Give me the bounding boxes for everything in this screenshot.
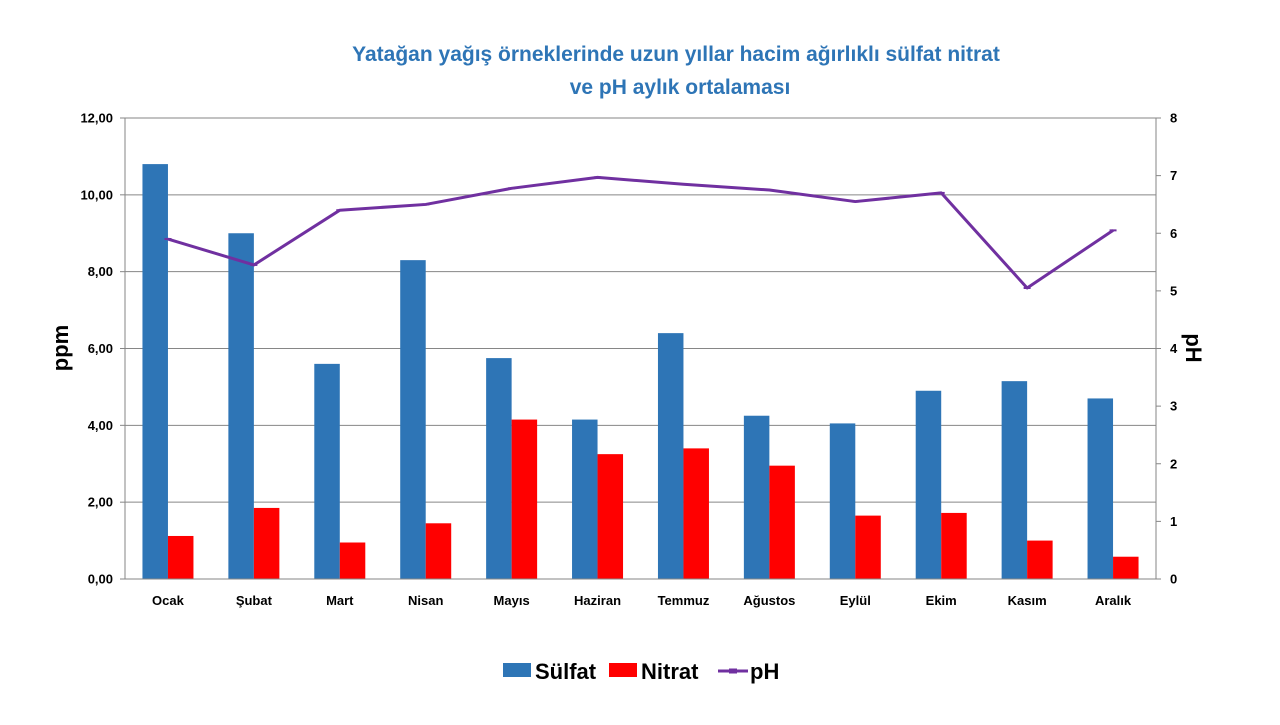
y-tick-label: 0,00 (88, 572, 113, 587)
chart-title-line1: Yatağan yağış örneklerinde uzun yıllar h… (352, 43, 1000, 66)
y2-tick-label: 2 (1170, 456, 1177, 471)
y-tick-label: 6,00 (88, 341, 113, 356)
y2-tick-label: 8 (1170, 111, 1177, 126)
x-tick-label: Ağustos (743, 593, 795, 608)
bar-s-lfat (142, 164, 168, 579)
bar-nitrat (511, 419, 538, 579)
x-tick-label: Mart (326, 593, 354, 608)
bar-s-lfat (400, 260, 426, 579)
y-axis-title: ppm (48, 325, 73, 371)
y2-axis-title: pH (1181, 333, 1206, 362)
x-tick-label: Temmuz (658, 593, 710, 608)
legend-label: pH (750, 659, 779, 684)
bar-nitrat (769, 465, 795, 579)
bar-s-lfat (572, 419, 598, 579)
legend: Sülfat Nitrat pH (503, 659, 779, 684)
x-tick-label: Ekim (926, 593, 957, 608)
x-tick-label: Eylül (840, 593, 871, 608)
bar-nitrat (425, 523, 452, 579)
y2-tick-label: 3 (1170, 399, 1177, 414)
chart-title-line2: ve pH aylık ortalaması (570, 76, 791, 99)
legend-label: Sülfat (535, 659, 597, 684)
bar-nitrat (339, 542, 366, 579)
ph-line (164, 175, 1117, 290)
axes: 0,00 2,00 4,00 6,00 8,00 10,00 12,00 0 1 2 3 4 5 6 7 8 O… (80, 111, 1178, 609)
bar-s-lfat (228, 233, 254, 579)
bar-nitrat (253, 507, 280, 579)
bar-nitrat (941, 512, 967, 579)
legend-label: Nitrat (641, 659, 699, 684)
legend-swatch-s-lfat (503, 663, 531, 677)
y2-tick-label: 1 (1170, 514, 1177, 529)
x-tick-label: Mayıs (494, 593, 530, 608)
y2-tick-label: 0 (1170, 572, 1177, 587)
bar-nitrat (1027, 540, 1053, 579)
bar-s-lfat (829, 423, 856, 579)
y-tick-label: 12,00 (80, 111, 113, 126)
bar-s-lfat (486, 358, 512, 579)
y2-tick-label: 7 (1170, 168, 1177, 183)
ph-series-line (167, 175, 1114, 290)
x-tick-label: Şubat (236, 593, 273, 608)
bar-s-lfat (915, 390, 942, 579)
bar-s-lfat (314, 363, 340, 579)
y-tick-label: 10,00 (80, 187, 113, 202)
bar-nitrat (597, 454, 624, 579)
gridlines (125, 117, 1156, 580)
bar-s-lfat (743, 415, 770, 579)
bar-nitrat (1113, 556, 1139, 579)
y-tick-label: 4,00 (88, 418, 113, 433)
x-tick-label: Ocak (152, 593, 185, 608)
y2-tick-label: 4 (1170, 341, 1178, 356)
bar-s-lfat (1001, 381, 1028, 579)
bar-nitrat (683, 448, 709, 579)
y2-tick-label: 5 (1170, 283, 1177, 298)
legend-swatch-nitrat (609, 663, 637, 677)
y-tick-label: 2,00 (88, 495, 113, 510)
x-tick-label: Kasım (1008, 593, 1047, 608)
y2-tick-label: 6 (1170, 226, 1177, 241)
bar-nitrat (167, 535, 194, 579)
bar-s-lfat (1087, 398, 1114, 579)
y-tick-label: 8,00 (88, 264, 113, 279)
bar-nitrat (855, 515, 881, 579)
x-tick-label: Nisan (408, 593, 443, 608)
x-tick-label: Aralık (1095, 593, 1132, 608)
bar-s-lfat (657, 333, 684, 579)
x-tick-label: Haziran (574, 593, 621, 608)
bars (142, 164, 1139, 579)
